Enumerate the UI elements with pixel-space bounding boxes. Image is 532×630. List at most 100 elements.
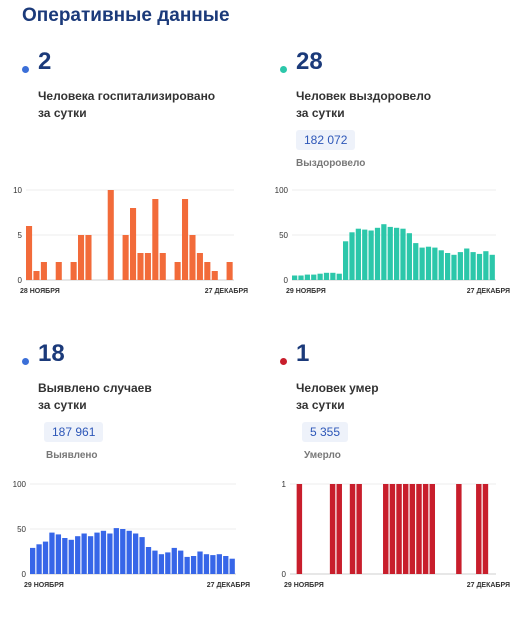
deaths-bar — [422, 484, 429, 574]
cases-bar — [42, 541, 49, 574]
cases-bar — [190, 556, 197, 574]
hospitalized-desc-line2: за сутки — [38, 106, 87, 120]
recovered-bar — [432, 247, 438, 280]
cases-description: Выявлено случаев за сутки — [38, 380, 152, 414]
cases-bar — [68, 539, 74, 574]
deaths-bar — [336, 484, 342, 574]
deaths-bar — [456, 484, 462, 574]
deaths-bar — [329, 484, 336, 574]
hospitalized-bar — [182, 199, 189, 280]
cases-bar — [223, 556, 229, 574]
hospitalized-y-tick-label: 10 — [13, 186, 22, 195]
hospitalized-desc-line1: Человека госпитализировано — [38, 89, 216, 103]
cases-bar-chart: 100 50 0 29 НОЯБРЯ 27 ДЕКАБРЯ — [13, 480, 250, 589]
deaths-total-label: Умерло — [304, 450, 341, 461]
recovered-bar — [304, 274, 310, 280]
recovered-number: 28 — [296, 48, 323, 75]
deaths-bar — [349, 484, 356, 574]
recovered-bar — [457, 252, 463, 280]
hospitalized-bar — [174, 262, 181, 280]
cases-bar — [81, 533, 87, 574]
cases-bar — [139, 537, 145, 574]
recovered-desc-line1: Человек выздоровело — [296, 89, 432, 103]
cases-bar — [145, 547, 152, 574]
hospitalized-bar — [40, 262, 47, 280]
deaths-desc-line2: за сутки — [296, 398, 345, 412]
deaths-bar — [482, 484, 489, 574]
deaths-bar — [402, 484, 409, 574]
recovered-bar — [451, 254, 457, 280]
recovered-bar — [419, 247, 425, 280]
deaths-y-tick-label: 0 — [282, 570, 287, 579]
recovered-total-label: Выздоровело — [296, 158, 366, 169]
recovered-bar — [381, 224, 387, 280]
cases-bar — [100, 530, 107, 574]
recovered-bar — [362, 229, 368, 280]
bullet-dot-icon — [280, 66, 287, 73]
cases-total: 187 961 — [44, 422, 104, 442]
deaths-desc-line1: Человек умер — [296, 381, 379, 395]
hospitalized-bar — [159, 253, 166, 280]
deaths-bar — [429, 484, 435, 574]
deaths-bar — [296, 484, 303, 574]
recovered-bar — [330, 272, 336, 280]
deaths-bar — [476, 484, 482, 574]
recovered-bar — [292, 275, 298, 280]
hospitalized-bar — [122, 235, 129, 280]
cases-bar — [107, 533, 113, 574]
recovered-bar — [464, 248, 470, 280]
cases-bar — [120, 529, 126, 574]
recovered-bar — [343, 241, 349, 280]
bullet-dot-icon — [280, 358, 287, 365]
recovered-bar — [298, 275, 304, 280]
hospitalized-bar — [33, 271, 40, 280]
hospitalized-bar — [226, 262, 233, 280]
bullet-dot-icon — [22, 66, 29, 73]
panel-hospitalized: 2 Человека госпитализировано за сутки — [18, 48, 266, 338]
hospitalized-bar — [85, 235, 92, 280]
cases-bar — [197, 551, 203, 574]
recovered-bar — [336, 273, 342, 280]
recovered-y-tick-label: 50 — [279, 231, 288, 240]
cases-bar — [94, 532, 100, 574]
cases-bar — [184, 556, 190, 574]
hospitalized-description: Человека госпитализировано за сутки — [38, 88, 215, 122]
recovered-bar — [394, 227, 400, 280]
recovered-bar — [438, 250, 444, 280]
recovered-bar — [470, 252, 476, 280]
recovered-bar — [368, 230, 374, 280]
deaths-bar — [396, 484, 402, 574]
hospitalized-bar — [70, 262, 77, 280]
cases-bar — [203, 554, 210, 574]
recovered-bar — [476, 253, 483, 280]
recovered-bar — [413, 243, 419, 280]
cases-bar — [216, 554, 222, 574]
hospitalized-number: 2 — [38, 48, 52, 75]
recovered-bar — [387, 226, 393, 280]
hospitalized-bar — [26, 226, 33, 280]
hospitalized-bar — [196, 253, 203, 280]
cases-bar — [171, 547, 177, 574]
hospitalized-x-start-label: 28 НОЯБРЯ — [20, 288, 60, 295]
recovered-bar — [406, 233, 412, 280]
cases-x-start-label: 29 НОЯБРЯ — [24, 582, 64, 589]
cases-bar — [87, 536, 94, 574]
cases-bar — [49, 532, 55, 574]
deaths-number: 1 — [296, 340, 310, 367]
recovered-bar — [323, 272, 330, 280]
hospitalized-bar-chart: 10 5 0 28 НОЯБРЯ 27 ДЕКАБРЯ — [13, 186, 248, 295]
cases-bar — [126, 530, 132, 574]
cases-bar — [62, 538, 68, 574]
recovered-desc-line2: за сутки — [296, 106, 345, 120]
page-title: Оперативные данные — [22, 5, 230, 26]
deaths-bar — [416, 484, 422, 574]
cases-desc-line1: Выявлено случаев — [38, 381, 152, 395]
bullet-dot-icon — [22, 358, 29, 365]
cases-y-tick-label: 100 — [13, 480, 27, 489]
recovered-description: Человек выздоровело за сутки — [296, 88, 431, 122]
panel-cases: 18 Выявлено случаев за сутки 187 961 Выя… — [18, 340, 266, 630]
cases-bar — [178, 550, 184, 574]
cases-bar — [55, 534, 62, 574]
hospitalized-bar — [189, 235, 196, 280]
cases-y-tick-label: 0 — [22, 570, 27, 579]
